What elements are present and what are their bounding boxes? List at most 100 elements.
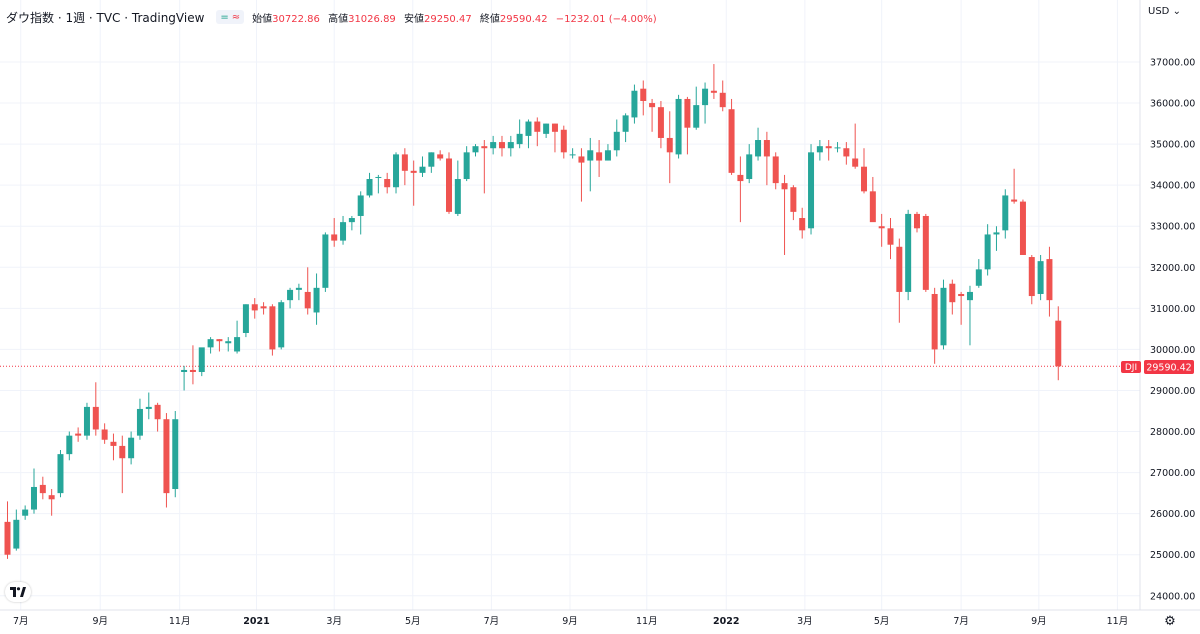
candle: [66, 431, 73, 461]
candle: [790, 185, 797, 221]
candle: [83, 402, 90, 440]
candle: [560, 125, 567, 159]
grid-lines: [0, 0, 1140, 610]
candle: [295, 283, 302, 301]
candle: [816, 140, 823, 161]
candle-body: [251, 304, 258, 311]
candle-body: [30, 486, 37, 510]
candle-body: [560, 129, 567, 153]
y-tick-label: 26000.00: [1150, 509, 1195, 520]
symbol-title[interactable]: ダウ指数 · 1週 · TVC · TradingView: [6, 10, 205, 25]
low-value: 29250.47: [423, 13, 472, 25]
candle-body: [410, 170, 417, 173]
candle-body: [719, 92, 726, 108]
candle: [234, 320, 241, 354]
candle: [48, 489, 55, 516]
currency-label: USD: [1148, 6, 1170, 17]
candle-body: [710, 90, 717, 93]
candle-body: [525, 121, 532, 136]
candle: [746, 144, 753, 184]
candle-body: [604, 150, 611, 161]
candle-body: [949, 283, 956, 303]
candle: [340, 215, 347, 245]
x-tick-label: 7月: [484, 616, 500, 627]
x-tick-label: 5月: [405, 616, 421, 627]
candle: [401, 148, 408, 186]
candle-body: [613, 131, 620, 151]
candle-body: [534, 121, 541, 132]
candle-body: [931, 293, 938, 350]
candle: [22, 505, 29, 520]
candle: [490, 135, 497, 155]
candle: [428, 152, 435, 173]
candle-body: [48, 495, 55, 500]
close-label: 終値: [479, 13, 500, 25]
candle: [852, 123, 859, 169]
candle: [1011, 168, 1018, 204]
change-value: −1232.01 (−4.00%): [555, 13, 657, 25]
candle-body: [154, 404, 161, 420]
candle-body: [198, 347, 205, 373]
candle: [1046, 246, 1053, 317]
candle: [384, 172, 391, 194]
candle-body: [631, 90, 638, 118]
candle: [1055, 306, 1062, 381]
candle-body: [384, 179, 391, 188]
candle: [4, 501, 11, 559]
candle: [905, 209, 912, 301]
candle: [525, 119, 532, 149]
y-tick-label: 27000.00: [1150, 468, 1195, 479]
candle: [834, 142, 841, 153]
time-axis[interactable]: 7月 9月 11月 2021 3月 5月 7月 9月 11月 2022 3月 5月 7月 9月 11月: [13, 616, 1128, 627]
y-tick-label: 25000.00: [1150, 550, 1195, 561]
candle-body: [207, 339, 214, 348]
candle-body: [1037, 261, 1044, 294]
candle: [922, 213, 929, 292]
candle-body: [799, 218, 806, 231]
candle-body: [569, 154, 576, 156]
candle-body: [578, 156, 585, 163]
candle-body: [861, 166, 868, 192]
candle: [145, 392, 152, 420]
candle-body: [472, 146, 479, 153]
candle-body: [119, 445, 126, 459]
candle: [278, 300, 285, 350]
candle: [437, 150, 444, 161]
gear-icon[interactable]: ⚙: [1164, 613, 1176, 629]
tradingview-logo-icon[interactable]: [5, 582, 31, 602]
candle-body: [746, 154, 753, 180]
open-value: 30722.86: [272, 13, 320, 25]
candle-body: [1055, 320, 1062, 367]
candle-body: [92, 406, 99, 430]
candle: [693, 86, 700, 130]
candle-body: [940, 287, 947, 346]
candle: [39, 476, 46, 500]
y-tick-label: 33000.00: [1150, 222, 1195, 233]
candle-body: [622, 115, 629, 132]
candle-body: [1028, 257, 1035, 297]
candle-body: [878, 226, 885, 229]
candle: [472, 144, 479, 157]
candle: [30, 468, 37, 514]
currency-selector[interactable]: USD ⌄: [1148, 6, 1181, 17]
high-value: 31026.89: [348, 13, 396, 25]
candle-body: [172, 419, 179, 490]
y-tick-label: 29000.00: [1150, 386, 1195, 397]
candle: [393, 152, 400, 194]
candle: [163, 413, 170, 508]
candle: [322, 232, 329, 292]
high-label: 高値: [328, 13, 349, 25]
candle: [993, 226, 1000, 251]
candle: [1037, 254, 1044, 301]
candle-body: [128, 437, 135, 459]
candle-body: [83, 406, 90, 436]
candle: [631, 84, 638, 124]
candle: [313, 273, 320, 325]
candle-body: [958, 293, 965, 297]
candle-body: [401, 154, 408, 171]
price-axis[interactable]: 24000.00 25000.00 26000.00 27000.00 28000.00…: [1150, 58, 1195, 603]
candle-body: [66, 435, 73, 455]
candle-body: [481, 146, 488, 149]
candle-body: [896, 246, 903, 292]
compare-toggle[interactable]: = ≈: [216, 10, 245, 24]
